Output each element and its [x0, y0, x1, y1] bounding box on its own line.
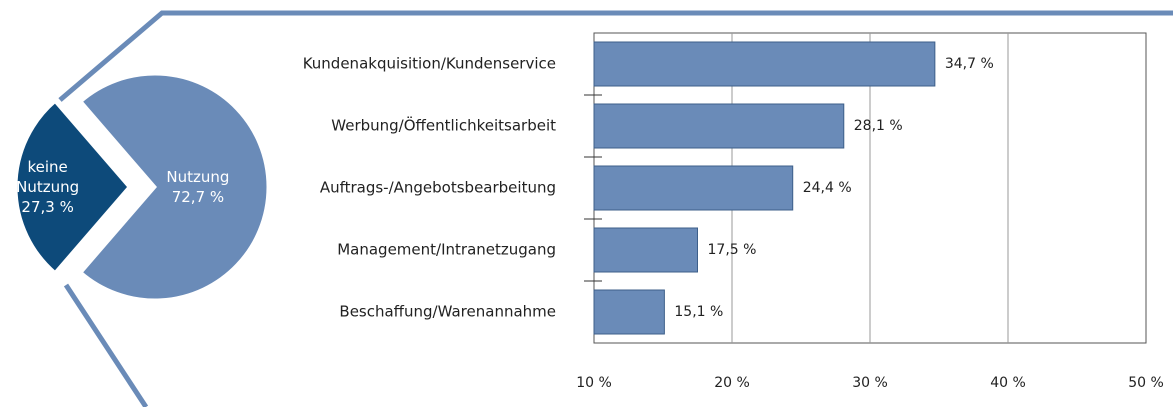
- x-tick-label: 20 %: [714, 375, 750, 391]
- bar: [593, 289, 665, 335]
- x-tick-label: 30 %: [852, 375, 888, 391]
- bar-value-label: 34,7 %: [945, 56, 994, 72]
- bar-value-label: 28,1 %: [854, 118, 903, 134]
- connector-line: [63, 283, 149, 407]
- x-tick-label: 10 %: [576, 375, 612, 391]
- x-tick-label: 50 %: [1128, 375, 1164, 391]
- slice-label: keine Nutzung 27,3 %: [16, 158, 79, 216]
- bar-value-label: 15,1 %: [674, 304, 723, 320]
- bar-value-label: 24,4 %: [803, 180, 852, 196]
- label-part: Nutzung: [166, 168, 229, 186]
- pie-slice: [78, 72, 270, 302]
- connector-line: [58, 10, 1173, 102]
- bar: [593, 103, 845, 149]
- bar-value-label: 17,5 %: [708, 242, 757, 258]
- label-part: 72,7 %: [172, 188, 224, 206]
- x-tick-label: 40 %: [990, 375, 1026, 391]
- bar: [593, 41, 936, 87]
- slice-category-word: Nutzung: [16, 178, 79, 196]
- category-label: Management/Intranetzugang: [337, 241, 556, 259]
- slice-label: Nutzung 72,7 %: [166, 168, 229, 206]
- category-label: Auftrags-/Angebotsbearbeitung: [320, 179, 556, 197]
- label-part: 27,3 %: [21, 198, 73, 216]
- category-label: Werbung/Öffentlichkeitsarbeit: [331, 116, 556, 135]
- bar: [593, 165, 794, 211]
- category-label: Kundenakquisition/Kundenservice: [303, 55, 556, 73]
- slice-category-word: keine: [27, 158, 67, 176]
- slice-category: keine Nutzung: [16, 158, 79, 196]
- bar: [593, 227, 698, 273]
- category-label: Beschaffung/Warenannahme: [339, 303, 556, 321]
- pie-slice: [14, 99, 131, 275]
